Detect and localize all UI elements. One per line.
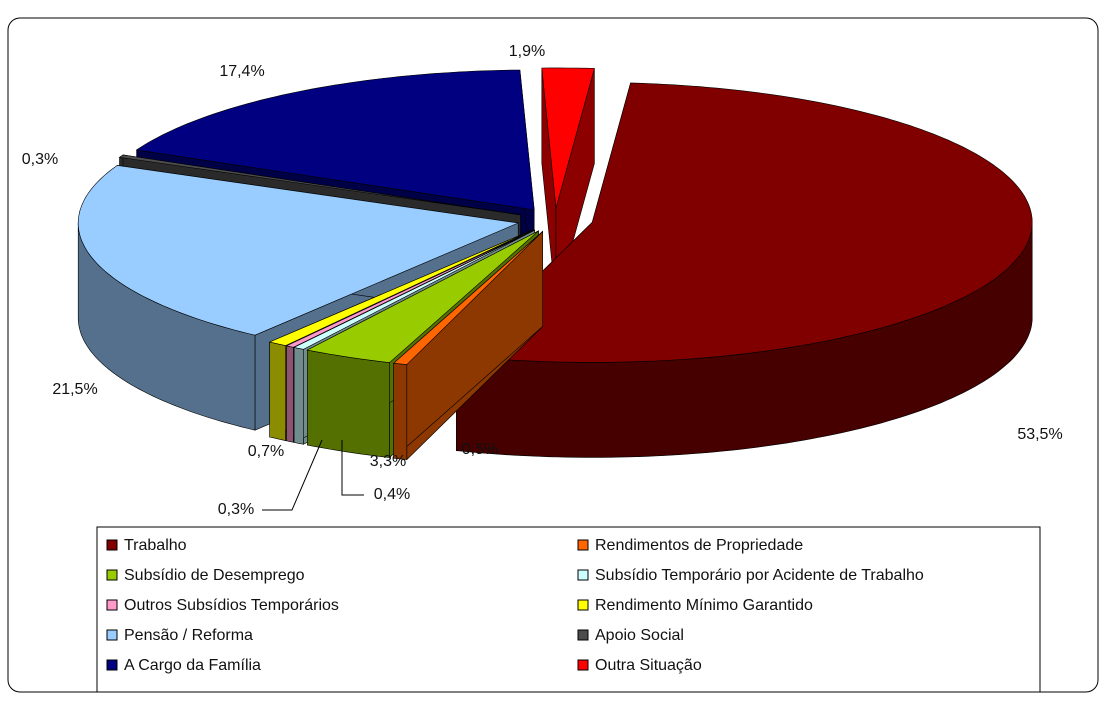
slice [293,229,535,350]
legend-swatch [106,569,118,581]
legend-label: Outros Subsídios Temporários [124,597,339,614]
slice-side [393,362,408,460]
data-label: 0,5% [462,441,498,458]
data-label: 17,4% [219,63,264,80]
data-label: 3,3% [370,453,406,470]
legend-box [96,526,1041,693]
slice [118,154,521,216]
legend-label: Outra Situação [595,657,702,674]
legend-swatch [577,659,589,671]
data-label: 0,3% [22,151,58,168]
legend-label: Subsídio de Desemprego [124,567,305,584]
legend-label: Apoio Social [595,627,684,644]
slice [306,230,539,363]
legend-swatch [577,539,589,551]
leader-line [341,440,364,496]
slice [135,69,535,211]
data-label: 53,5% [1017,426,1062,443]
leader-line [262,439,323,511]
legend-label: Pensão / Reforma [124,627,253,644]
legend-swatch [577,629,589,641]
data-label: 21,5% [52,381,97,398]
legend-label: Trabalho [124,537,187,554]
legend-swatch [577,599,589,611]
legend-swatch [577,569,589,581]
slice [268,229,534,346]
slice-side [293,347,304,445]
slice [541,67,595,208]
legend-label: Rendimentos de Propriedade [595,537,803,554]
legend-label: Subsídio Temporário por Acidente de Trab… [595,567,924,584]
legend-swatch [106,539,118,551]
slice [77,165,520,336]
legend-swatch [106,599,118,611]
slice [285,229,535,348]
slice [392,230,543,461]
slice-side [307,349,390,458]
data-label: 1,9% [509,43,545,60]
slice [392,231,543,365]
data-label: 0,3% [218,501,254,518]
slice-side [286,345,294,443]
slice [455,82,1033,458]
slice [455,82,1033,363]
legend-swatch [106,659,118,671]
slice-side [269,341,286,441]
data-label: 0,4% [374,486,410,503]
legend-label: Rendimento Mínimo Garantido [595,597,813,614]
legend-label: A Cargo da Família [124,657,261,674]
data-label: 0,7% [248,443,284,460]
legend-swatch [106,629,118,641]
